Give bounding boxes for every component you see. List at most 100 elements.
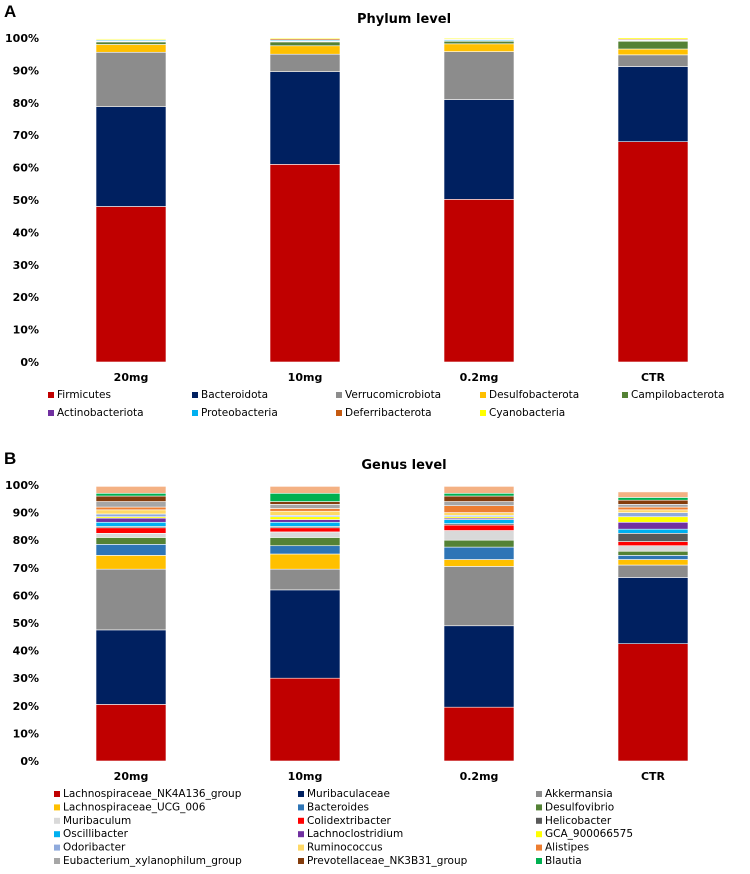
- bar-segment-colidextribacter: [95, 527, 167, 534]
- bar-segment-prevotellaceae-nk3b31-group: [617, 499, 689, 505]
- legend-label: Muribaculum: [63, 815, 131, 827]
- bar-segment-bacteroides: [443, 546, 515, 560]
- legend-label: Desulfobacterota: [489, 389, 579, 401]
- bar-segment-eubacterium-xylanophilum-group: [617, 504, 689, 508]
- legend-swatch: [298, 817, 304, 824]
- y-tick-label: 60%: [13, 162, 39, 175]
- bar-segment-alistipes: [95, 506, 167, 511]
- bar-segment-others: [443, 486, 515, 494]
- y-tick-label: 40%: [13, 226, 39, 239]
- bar-segment-firmicutes: [617, 141, 689, 363]
- legend-swatch: [536, 817, 542, 824]
- category-label: 20mg: [114, 770, 149, 783]
- legend-swatch: [622, 392, 628, 398]
- y-tick-label: 70%: [13, 562, 39, 575]
- legend-label: Blautia: [545, 855, 582, 867]
- category-label: 10mg: [288, 371, 323, 384]
- bar-segment-bacteroidota: [95, 106, 167, 207]
- bar-segment-others: [95, 486, 167, 494]
- legend-swatch: [536, 844, 542, 851]
- legend-swatch: [192, 410, 198, 416]
- bar-segment-desulfobacterota: [443, 43, 515, 52]
- legend-label: Cyanobacteria: [489, 407, 565, 419]
- y-tick-label: 10%: [13, 727, 39, 740]
- legend-label: Oscillibacter: [63, 828, 129, 840]
- bar-segment-blautia: [269, 492, 341, 502]
- bar-segment-alistipes: [617, 506, 689, 511]
- bar-segment-colidextribacter: [617, 541, 689, 547]
- legend-swatch: [298, 831, 304, 838]
- bar-segment-colidextribacter: [269, 527, 341, 533]
- bar-segment-prevotellaceae-nk3b31-group: [95, 495, 167, 502]
- bar-segment-desulfovibrio: [617, 550, 689, 556]
- bar-segment-lachnospiraceae-ucg-006: [269, 553, 341, 570]
- bar-segment-blautia: [617, 497, 689, 501]
- legend-swatch: [298, 858, 304, 864]
- bar-segment-colidextribacter: [443, 524, 515, 531]
- legend-label: Lachnospiraceae_NK4A136_group: [63, 788, 242, 800]
- legend-label: Ruminococcus: [307, 842, 383, 854]
- bar-segment-lachnoclostridium: [269, 519, 341, 523]
- legend-label: Colidextribacter: [307, 815, 392, 827]
- legend-label: Proteobacteria: [201, 407, 278, 419]
- legend-label: Verrucomicrobiota: [345, 389, 441, 401]
- chart-title: Genus level: [361, 458, 446, 473]
- bar-segment-muribaculaceae: [617, 577, 689, 645]
- legend-label: Prevotellaceae_NK3B31_group: [307, 855, 468, 867]
- bar-segment-bacteroides: [269, 545, 341, 555]
- legend-swatch: [536, 791, 542, 797]
- bar-segment-bacteroides: [95, 544, 167, 556]
- category-label: 10mg: [288, 770, 323, 783]
- bar-segment-others: [617, 491, 689, 498]
- y-tick-label: 80%: [13, 534, 39, 547]
- legend-swatch: [48, 410, 54, 416]
- bar-segment-cyanobacteria: [443, 37, 515, 40]
- legend-swatch: [54, 791, 60, 797]
- legend-label: Helicobacter: [545, 815, 612, 827]
- bar-segment-bacteroidota: [443, 99, 515, 200]
- legend-label: Desulfovibrio: [545, 801, 614, 813]
- bar-segment-verrucomicrobiota: [95, 51, 167, 107]
- bar-segment-alistipes: [443, 505, 515, 513]
- bar-segment-prevotellaceae-nk3b31-group: [443, 495, 515, 502]
- bar-segment-muribaculaceae: [269, 589, 341, 679]
- bar-segment-helicobacter: [617, 532, 689, 542]
- y-tick-label: 100%: [5, 32, 39, 45]
- bar-segment-akkermansia: [269, 568, 341, 591]
- bar-segment-lachnospiraceae-ucg-006: [617, 559, 689, 566]
- bar-segment-cyanobacteria: [269, 37, 341, 40]
- bar-segment-campilobacterota: [443, 40, 515, 45]
- bar-segment-prevotellaceae-nk3b31-group: [269, 501, 341, 505]
- bar-segment-campilobacterota: [269, 41, 341, 47]
- y-tick-label: 0%: [20, 755, 39, 768]
- bar-segment-verrucomicrobiota: [617, 54, 689, 67]
- category-label: 0.2mg: [460, 371, 499, 384]
- legend-swatch: [480, 392, 486, 398]
- bar-segment-desulfobacterota: [617, 48, 689, 56]
- bar-segment-gca-900066575: [617, 516, 689, 523]
- category-label: CTR: [641, 371, 666, 384]
- y-tick-label: 30%: [13, 672, 39, 685]
- bar-segment-oscillibacter: [269, 521, 341, 527]
- legend-swatch: [298, 791, 304, 797]
- bar-segment-desulfovibrio: [95, 537, 167, 545]
- legend-label: GCA_900066575: [545, 828, 633, 840]
- y-tick-label: 50%: [13, 617, 39, 630]
- bar-segment-eubacterium-xylanophilum-group: [443, 501, 515, 506]
- bar-segment-cyanobacteria: [617, 37, 689, 40]
- y-tick-label: 90%: [13, 507, 39, 520]
- bar-segment-lachnospiraceae-nk4a136-group: [269, 677, 341, 762]
- legend-label: Muribaculaceae: [307, 788, 390, 800]
- bar-segment-eubacterium-xylanophilum-group: [269, 504, 341, 509]
- y-tick-label: 50%: [13, 194, 39, 207]
- panel-a-label: A: [4, 2, 16, 21]
- bar-segment-lachnospiraceae-nk4a136-group: [95, 704, 167, 762]
- legend-swatch: [54, 804, 60, 811]
- bar-segment-akkermansia: [617, 564, 689, 578]
- bar-segment-muribaculum: [95, 532, 167, 538]
- phylum-chart: Phylum level 0% 10% 20% 30% 40% 50% 60% 70% 80% 90…: [5, 12, 724, 419]
- y-tick-label: 100%: [5, 479, 39, 492]
- legend-swatch: [336, 410, 342, 416]
- bar-segment-odoribacter: [617, 512, 689, 518]
- bar-segment-bacteroidota: [617, 66, 689, 142]
